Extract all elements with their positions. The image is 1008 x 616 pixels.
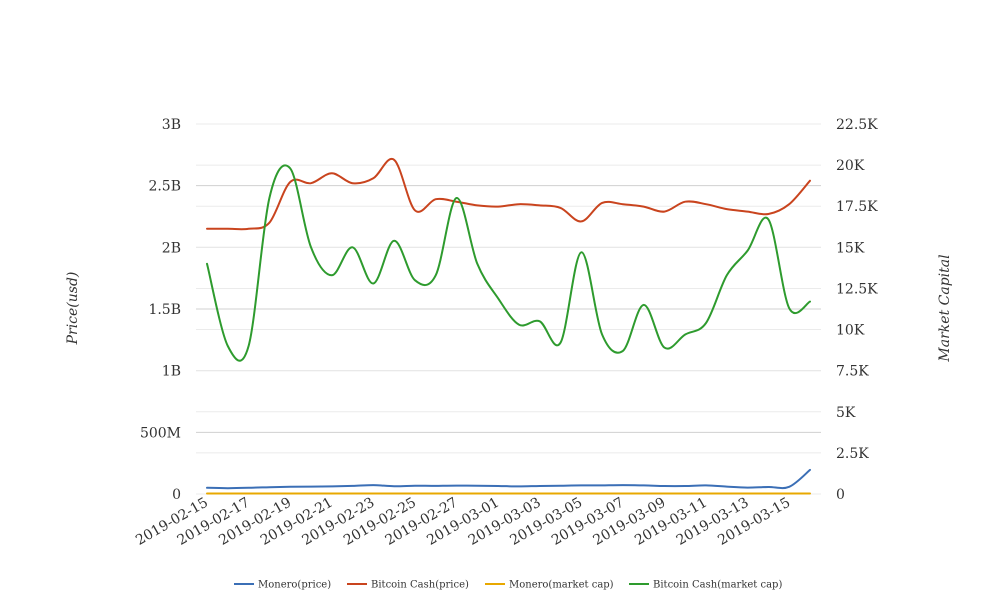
right-tick-label: 12.5K: [836, 281, 878, 297]
legend-label: Monero(market cap): [509, 580, 614, 591]
left-tick-label: 1.5B: [148, 302, 181, 318]
right-tick-label: 7.5K: [836, 364, 869, 380]
right-tick-label: 10K: [836, 323, 865, 339]
left-tick-label: 1B: [162, 364, 181, 380]
legend: Monero(price) Bitcoin Cash(price) Monero(m…: [234, 580, 782, 591]
right-tick-label: 17.5K: [836, 199, 878, 215]
legend-label: Bitcoin Cash(price): [371, 580, 469, 591]
left-axis-title: Price(usd): [65, 272, 81, 346]
series-line-bitcoin-cash-market-cap: [206, 164, 811, 362]
left-tick-label: 3B: [162, 117, 181, 133]
left-tick-label: 500M: [140, 425, 181, 441]
series-line-bitcoin-cash-price: [206, 157, 811, 231]
right-tick-label: 15K: [836, 240, 865, 256]
series-lines: [206, 157, 811, 495]
grid-lines: [196, 123, 821, 495]
left-tick-label: 2.5B: [148, 179, 181, 195]
right-tick-label: 0: [836, 487, 845, 503]
legend-label: Bitcoin Cash(market cap): [653, 580, 782, 591]
right-tick-label: 5K: [836, 405, 856, 421]
right-tick-label: 22.5K: [836, 117, 878, 133]
right-tick-label: 2.5K: [836, 446, 869, 462]
left-tick-label: 2B: [162, 240, 181, 256]
legend-label: Monero(price): [258, 580, 331, 591]
right-axis-ticks: 0 2.5K 5K 7.5K 10K 12.5K 15K 17.5K 20K 22.5K: [836, 117, 878, 503]
right-tick-label: 20K: [836, 158, 865, 174]
left-axis-ticks: 0 500M 1B 1.5B 2B 2.5B 3B: [140, 117, 181, 503]
x-axis-ticks: 2019-02-152019-02-172019-02-192019-02-21…: [133, 495, 793, 549]
series-line-monero-price: [206, 468, 811, 490]
right-axis-title: Market Capital: [937, 254, 953, 362]
left-tick-label: 0: [172, 487, 181, 503]
